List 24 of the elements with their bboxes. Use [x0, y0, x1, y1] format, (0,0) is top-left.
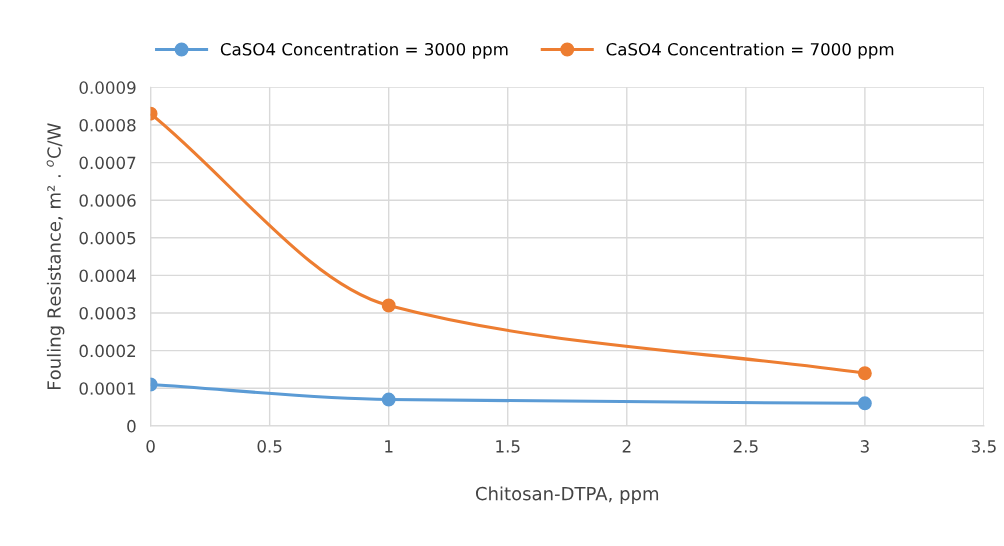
x-tick-label: 0.5 [257, 440, 282, 453]
x-axis-title: Chitosan-DTPA, ppm [475, 486, 659, 504]
y-tick-label: 0.0007 [79, 156, 136, 170]
y-tick-label: 0.0005 [79, 231, 136, 245]
x-tick-label: 2 [622, 440, 631, 453]
x-tick-label: 0 [146, 440, 155, 453]
x-tick-label: 1.5 [496, 440, 520, 453]
y-tick-label: 0.0008 [79, 118, 136, 132]
y-tick-label: 0 [127, 419, 136, 433]
point [857, 396, 872, 411]
point [857, 366, 872, 381]
y-tick-label: 0.0003 [79, 307, 136, 320]
y-tick-label: 0.0004 [79, 269, 136, 282]
x-tick-label: 3.5 [971, 440, 996, 453]
y-tick-label: 0.0006 [79, 194, 136, 207]
x-tick-label: 3 [860, 440, 869, 453]
y-tick-label: 0.0001 [79, 382, 136, 395]
legend-label: CaSO4 Concentration = 7000 ppm [606, 42, 894, 59]
y-tick-label: 0.0002 [79, 344, 136, 358]
legend-label: CaSO4 Concentration = 3000 ppm [220, 42, 508, 59]
y-axis-title: Fouling Resistance, m² . $^{o}$C/W [46, 123, 65, 389]
x-tick-label: 2.5 [733, 440, 758, 453]
y-tick-label: 0.0009 [79, 81, 136, 94]
x-tick-label: 1 [385, 440, 393, 453]
